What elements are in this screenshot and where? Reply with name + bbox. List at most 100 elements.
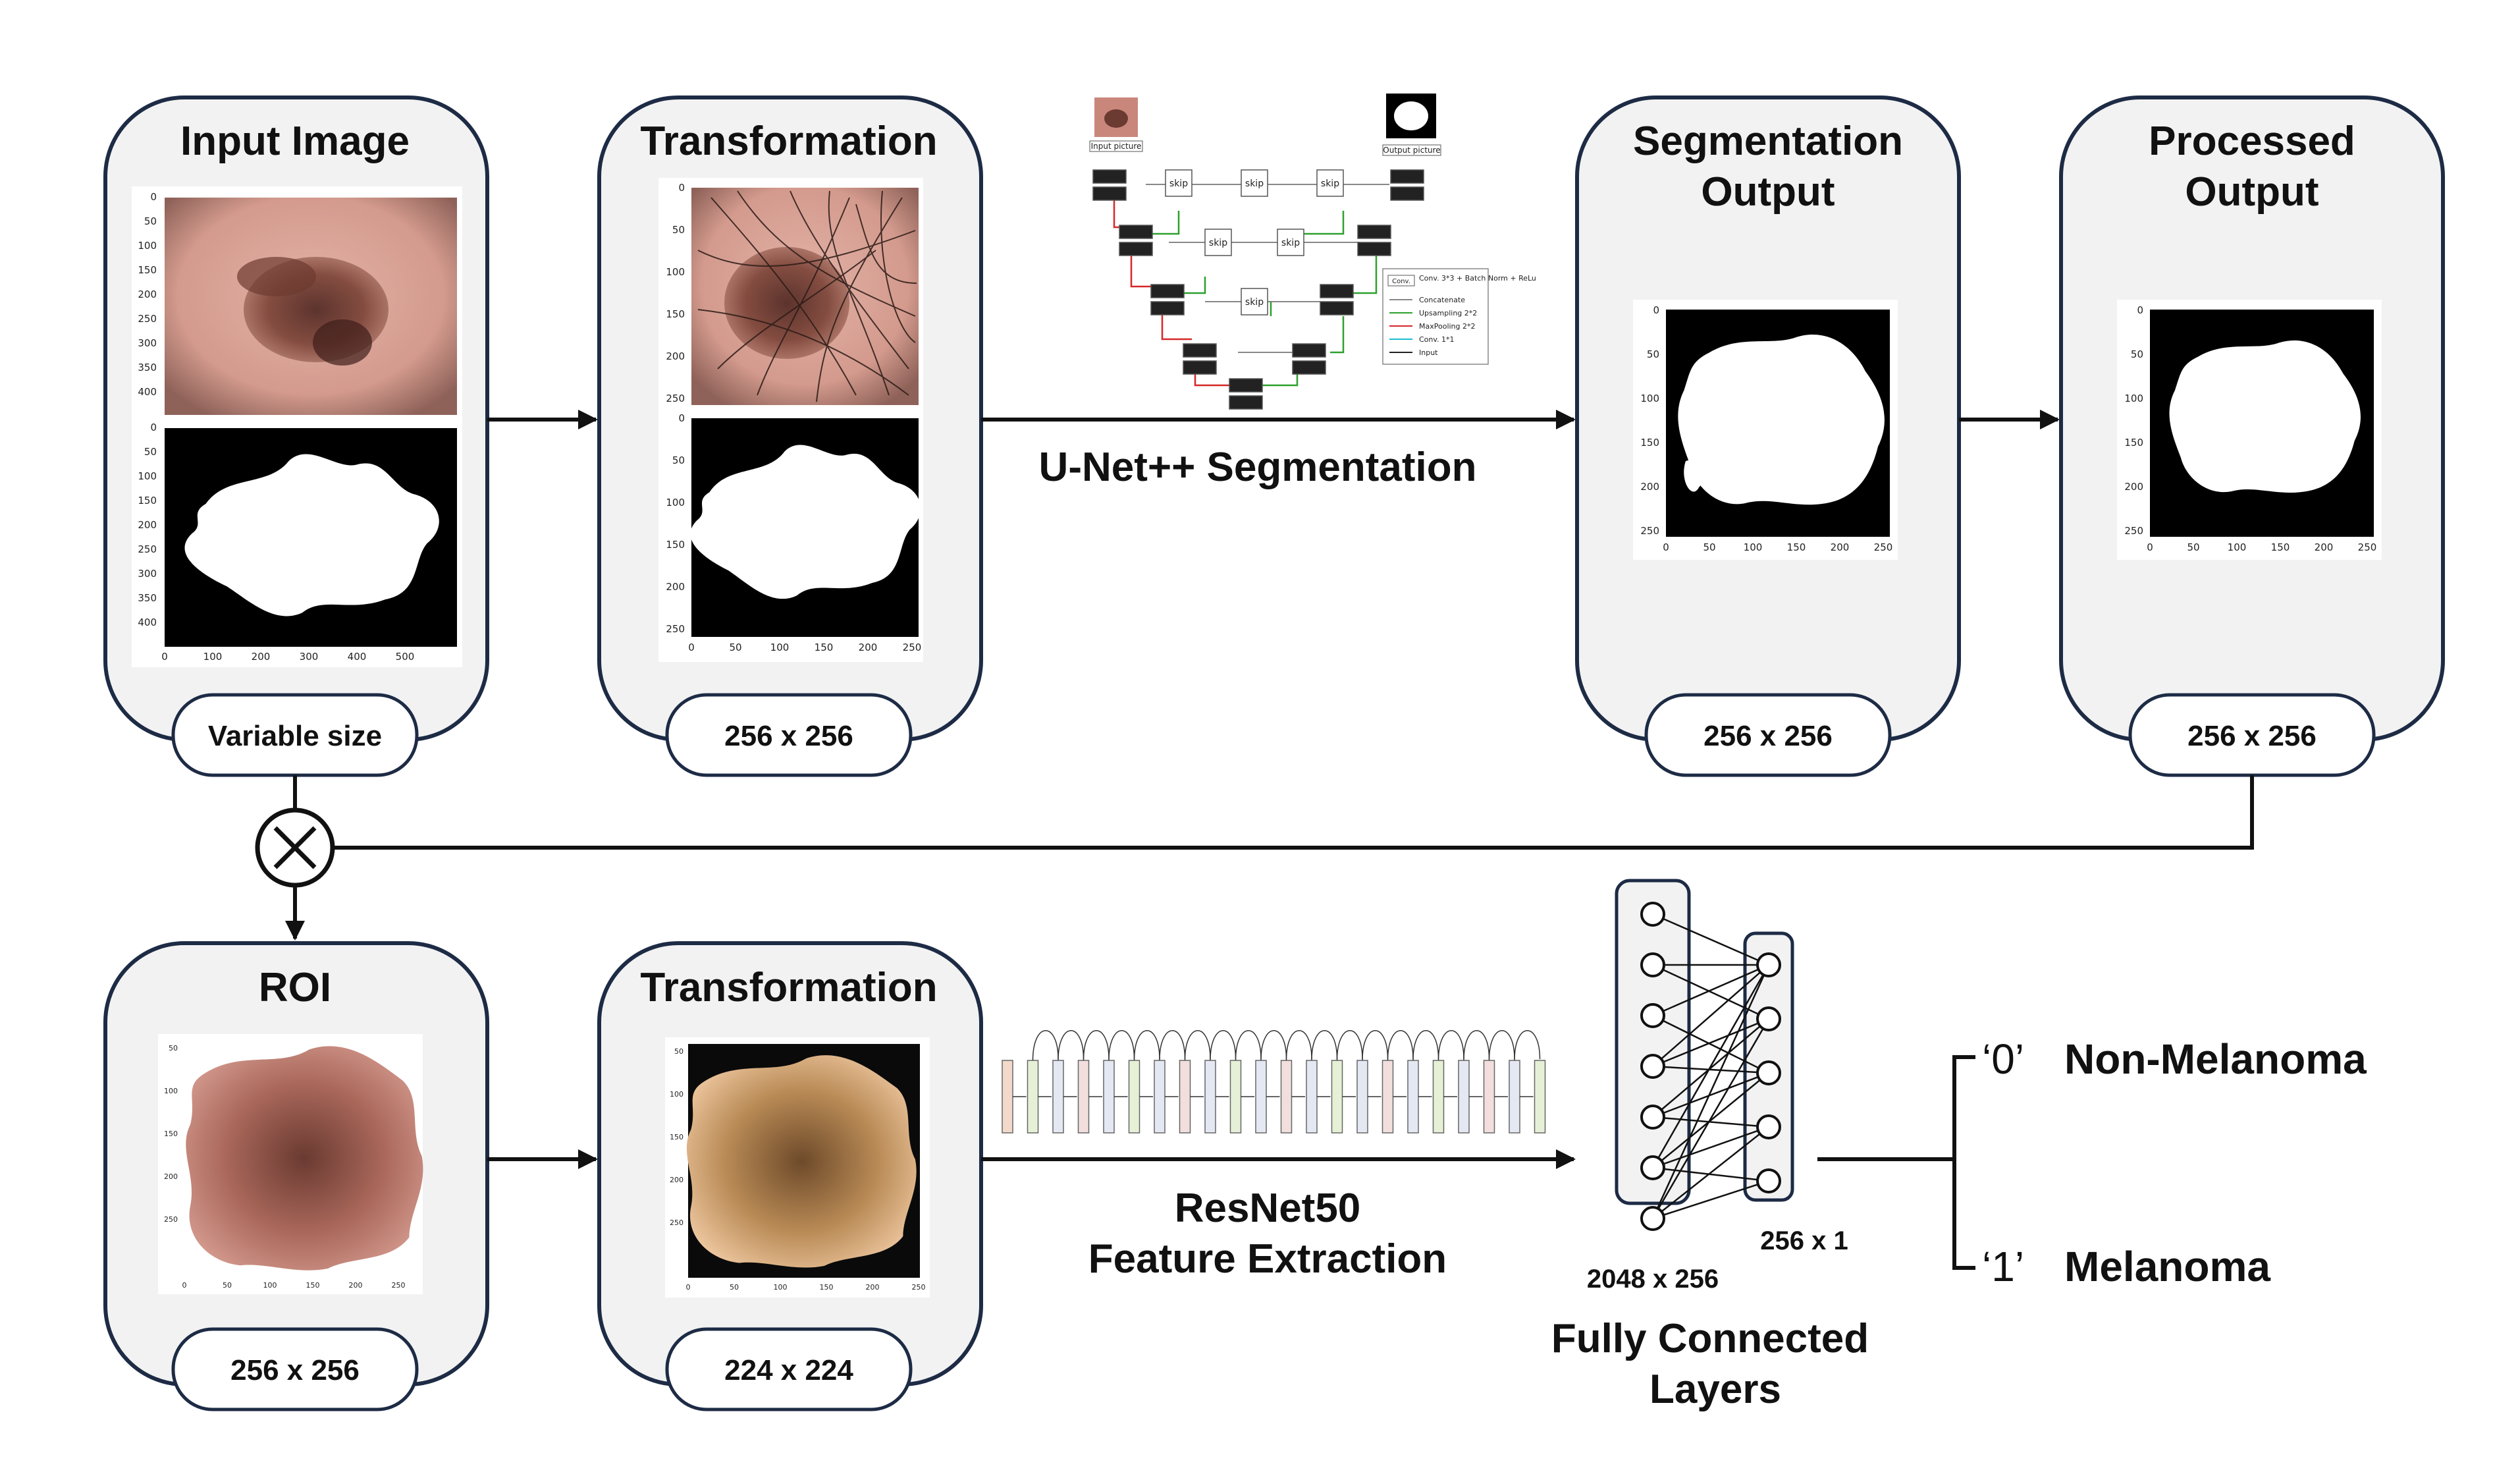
unet-legend-1: Concatenate	[1419, 296, 1465, 304]
fully-connected-diagram	[1615, 879, 1794, 1231]
tick: 300	[138, 337, 157, 349]
resnet-block	[1280, 1060, 1293, 1134]
tick: 200	[2315, 541, 2334, 553]
tick: 100	[770, 642, 790, 653]
roi-title: ROI	[259, 965, 331, 1010]
resnet-skip-arc	[1387, 1030, 1414, 1061]
fc-edge	[1651, 964, 1770, 1168]
fc-edge	[1652, 1126, 1769, 1169]
resnet-skip-arc	[1133, 1030, 1160, 1061]
connector-processed-to-multiply	[333, 775, 2254, 850]
tick: 250	[392, 1281, 406, 1290]
resnet-block	[1229, 1060, 1242, 1134]
tick: 250	[138, 543, 157, 555]
tick: 0	[678, 182, 685, 194]
resnet-skip-arc	[1488, 1030, 1515, 1061]
multiply-icon	[255, 807, 335, 888]
unet-legend-4: Conv. 1*1	[1419, 335, 1455, 344]
resnet-skip-arc	[1362, 1030, 1389, 1061]
tick: 100	[666, 497, 685, 508]
tick: 150	[2124, 437, 2143, 449]
unet-legend-5: Input	[1419, 348, 1438, 357]
input-image-title: Input Image	[180, 119, 410, 164]
tick: 150	[1787, 541, 1806, 553]
tick: 100	[1640, 393, 1659, 404]
resnet-skip-arc	[1083, 1030, 1110, 1061]
fc-edge	[1652, 913, 1769, 966]
unet-skip: skip	[1169, 178, 1188, 189]
unet-skip: skip	[1245, 297, 1264, 308]
tick: 0	[2147, 541, 2153, 553]
segmentation-output-title-1: Segmentation	[1633, 119, 1903, 164]
tick: 200	[1831, 541, 1850, 553]
unet-output-label: Output picture	[1383, 146, 1440, 155]
tick: 200	[666, 350, 685, 362]
tick: 300	[138, 568, 157, 580]
tick: 150	[164, 1130, 178, 1138]
tick: 500	[396, 651, 415, 663]
tick: 100	[670, 1090, 684, 1099]
tick: 100	[138, 470, 157, 482]
unet-legend-3: MaxPooling 2*2	[1419, 322, 1476, 331]
fc-node	[1640, 902, 1665, 927]
tick: 0	[678, 412, 685, 424]
segmentation-size-badge	[1644, 693, 1892, 777]
resnet-block	[1509, 1060, 1520, 1134]
resnet-skip-arc	[1514, 1030, 1541, 1061]
tick: 100	[138, 240, 157, 252]
tick: 50	[729, 642, 741, 653]
tick: 250	[1640, 525, 1659, 537]
resnet-block	[1154, 1060, 1166, 1134]
tick: 0	[686, 1283, 691, 1292]
roi-size-badge	[171, 1327, 419, 1411]
transformation-bottom-figure: 50 100 150 200 250 0 50 100 150 200 250	[665, 1037, 930, 1298]
tick: 0	[161, 651, 168, 663]
tick: 50	[1703, 541, 1715, 553]
fc-edge	[1652, 1072, 1769, 1118]
resnet-block	[1483, 1060, 1495, 1134]
resnet-block	[1002, 1060, 1013, 1134]
tick: 50	[169, 1044, 178, 1052]
tick: 150	[666, 308, 685, 320]
resnet-block	[1027, 1060, 1039, 1134]
resnet-block	[1432, 1060, 1445, 1134]
segmentation-size-label: 256 x 256	[1703, 720, 1833, 752]
fc-edge	[1652, 1014, 1769, 1074]
class1-name: Melanoma	[2064, 1243, 2270, 1290]
processed-size-label: 256 x 256	[2187, 720, 2317, 752]
unet-legend-2: Upsampling 2*2	[1419, 309, 1477, 317]
unet-conv: Conv.	[1363, 227, 1385, 236]
tick: 0	[150, 422, 157, 433]
resnet-block	[1179, 1060, 1191, 1134]
resnet-block	[1331, 1060, 1343, 1134]
fc-edge	[1652, 1072, 1769, 1168]
processed-output-title-2: Output	[2185, 169, 2319, 215]
fc-node	[1756, 1060, 1781, 1085]
tick: 50	[2187, 541, 2199, 553]
tick: 250	[666, 393, 685, 404]
tick: 200	[164, 1172, 178, 1181]
resnet-skip-arc	[1032, 1030, 1059, 1061]
resnet-label-2: Feature Extraction	[1088, 1236, 1447, 1282]
tick: 250	[2124, 525, 2143, 537]
tick: 200	[859, 642, 878, 653]
resnet-block	[1255, 1060, 1267, 1134]
transformation-bottom-size-badge	[665, 1327, 913, 1411]
unet-conv: Conv.	[1098, 172, 1120, 181]
tick: 150	[138, 495, 157, 506]
tick: 50	[144, 446, 157, 458]
fc-edge	[1652, 1116, 1769, 1128]
tick: 50	[1647, 348, 1659, 360]
tick: 150	[670, 1133, 684, 1141]
tick: 100	[666, 266, 685, 278]
tick: 0	[1663, 541, 1669, 553]
resnet-skip-arc	[1235, 1030, 1262, 1061]
tick: 100	[1744, 541, 1763, 553]
unet-conv: Conv.	[1189, 346, 1210, 355]
fc-edge	[1651, 1018, 1770, 1219]
unet-conv: Conv.	[1235, 381, 1256, 390]
unet-conv: Conv.	[1189, 363, 1210, 372]
unet-conv: Conv.	[1235, 398, 1256, 407]
resnet-block	[1381, 1060, 1394, 1134]
tick: 150	[815, 642, 834, 653]
